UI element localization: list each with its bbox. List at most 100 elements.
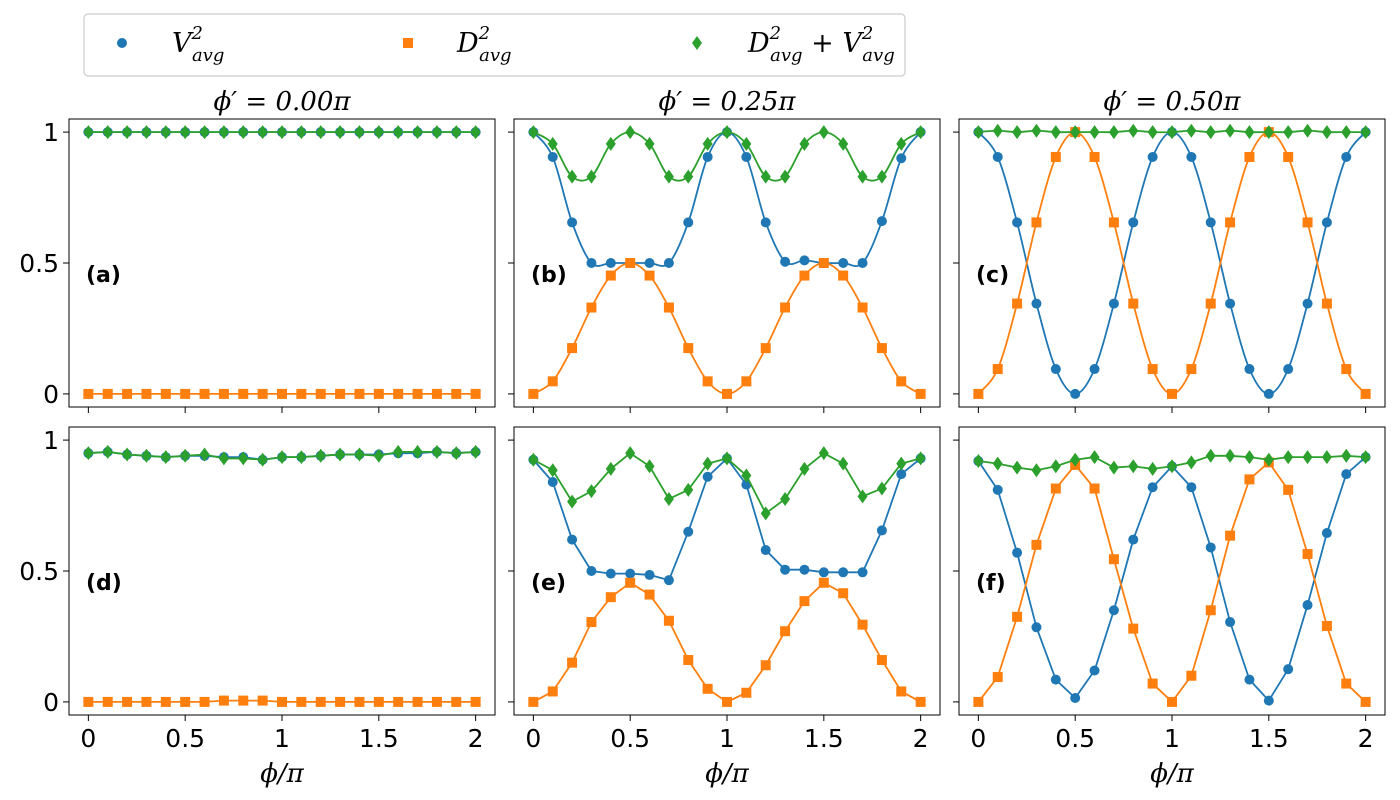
data-point-S-20 <box>915 451 926 466</box>
data-point-V-1 <box>992 484 1003 495</box>
data-point-S-1 <box>992 123 1003 138</box>
data-point-D-8 <box>238 695 249 706</box>
data-point-S-6 <box>199 447 210 462</box>
data-point-D-15 <box>373 696 384 707</box>
data-point-D-6 <box>644 270 655 281</box>
data-point-S-2 <box>567 494 578 509</box>
x-tick-label: 1 <box>719 724 735 753</box>
data-point-D-14 <box>354 388 365 399</box>
data-point-D-1 <box>547 686 558 697</box>
data-point-D-13 <box>1225 530 1236 541</box>
data-point-S-14 <box>354 447 365 462</box>
data-point-D-7 <box>663 615 674 626</box>
data-point-S-11 <box>296 450 307 465</box>
data-point-D-16 <box>1283 151 1294 162</box>
data-point-S-3 <box>586 169 597 184</box>
data-point-S-1 <box>547 463 558 478</box>
data-point-S-15 <box>373 448 384 463</box>
data-point-D-9 <box>702 376 713 387</box>
x-tick-label: 1.5 <box>359 724 399 753</box>
data-point-V-16 <box>838 567 849 578</box>
data-point-S-13 <box>780 169 791 184</box>
data-point-S-10 <box>277 125 287 140</box>
data-point-S-1 <box>102 444 113 459</box>
data-point-V-12 <box>760 217 771 228</box>
legend: V2 avg D2 avg D2 avg + V2 avg <box>83 13 906 77</box>
data-point-D-16 <box>1283 484 1294 495</box>
data-point-S-8 <box>683 482 694 497</box>
data-point-S-14 <box>1244 450 1255 465</box>
data-point-S-18 <box>1321 450 1332 465</box>
data-point-V-13 <box>1225 617 1236 628</box>
data-point-D-1 <box>547 376 558 387</box>
data-point-D-7 <box>218 695 229 706</box>
data-point-D-18 <box>431 696 442 707</box>
data-point-S-2 <box>1012 125 1023 140</box>
data-point-S-2 <box>122 447 133 462</box>
data-point-S-10 <box>277 450 287 465</box>
data-point-S-20 <box>470 125 481 140</box>
data-point-D-8 <box>683 655 694 666</box>
data-point-D-0 <box>528 388 539 399</box>
data-point-D-17 <box>1302 217 1313 228</box>
panel-d: 0 0.5 1 1.5 2 0 0.5 1 (d) ϕ/π <box>19 426 496 789</box>
data-point-S-20 <box>915 125 926 140</box>
data-point-D-15 <box>818 577 829 588</box>
data-point-V-9 <box>1147 151 1158 162</box>
data-point-V-6 <box>1089 665 1100 676</box>
data-point-S-19 <box>896 136 907 151</box>
data-point-S-1 <box>547 136 558 151</box>
data-point-D-3 <box>1031 539 1042 550</box>
data-point-V-17 <box>857 258 868 268</box>
data-point-S-9 <box>1147 125 1158 140</box>
data-point-D-8 <box>1128 623 1139 634</box>
x-tick-label: 0 <box>525 724 541 753</box>
panel-tag-label: (f) <box>976 571 1006 596</box>
x-tick-label: 1.5 <box>804 724 844 753</box>
data-point-V-18 <box>1321 528 1332 539</box>
data-point-D-19 <box>451 388 462 399</box>
data-point-D-19 <box>1341 364 1352 375</box>
x-axis-label: ϕ/π <box>260 759 304 789</box>
data-point-V-17 <box>1302 298 1313 309</box>
panel-tag-label: (d) <box>86 571 122 596</box>
data-point-S-1 <box>102 125 113 140</box>
data-point-V-13 <box>780 564 791 575</box>
data-point-V-7 <box>663 575 674 586</box>
data-point-D-17 <box>857 619 868 630</box>
panel-e: 0 0.5 1 1.5 2 (e) ϕ/π <box>508 426 941 789</box>
data-point-D-4 <box>160 696 171 707</box>
data-point-D-19 <box>896 686 907 697</box>
data-point-D-14 <box>1244 474 1255 485</box>
data-point-S-17 <box>412 125 423 140</box>
data-point-V-1 <box>992 151 1003 162</box>
data-point-D-7 <box>218 388 229 399</box>
data-point-D-7 <box>1108 554 1119 565</box>
x-tick-label: 1 <box>274 724 290 753</box>
data-point-V-4 <box>605 258 616 268</box>
data-point-S-9 <box>1147 461 1158 476</box>
data-point-D-0 <box>83 696 94 707</box>
data-point-D-11 <box>741 687 752 698</box>
data-point-D-20 <box>915 696 926 707</box>
data-point-S-19 <box>896 456 907 471</box>
data-point-V-5 <box>1070 388 1081 399</box>
data-point-V-17 <box>857 567 868 578</box>
data-point-V-1 <box>547 476 558 487</box>
data-point-V-4 <box>605 568 616 579</box>
data-point-S-13 <box>1225 448 1236 463</box>
data-point-D-13 <box>335 388 346 399</box>
data-point-V-4 <box>1050 674 1061 685</box>
data-point-S-18 <box>1321 125 1332 140</box>
data-point-S-7 <box>218 451 229 466</box>
data-point-S-15 <box>1263 452 1274 467</box>
data-point-S-13 <box>780 492 791 506</box>
x-tick-label: 1 <box>1164 724 1180 753</box>
data-point-S-6 <box>1089 125 1100 140</box>
data-point-S-0 <box>973 454 984 469</box>
data-point-V-2 <box>1012 547 1023 558</box>
panel-a: 0 0.5 1 (a) ϕ′ = 0.00π <box>19 87 496 413</box>
data-point-D-15 <box>818 258 829 268</box>
data-point-S-10 <box>1167 459 1177 474</box>
y-tick-label: 0 <box>43 688 59 717</box>
